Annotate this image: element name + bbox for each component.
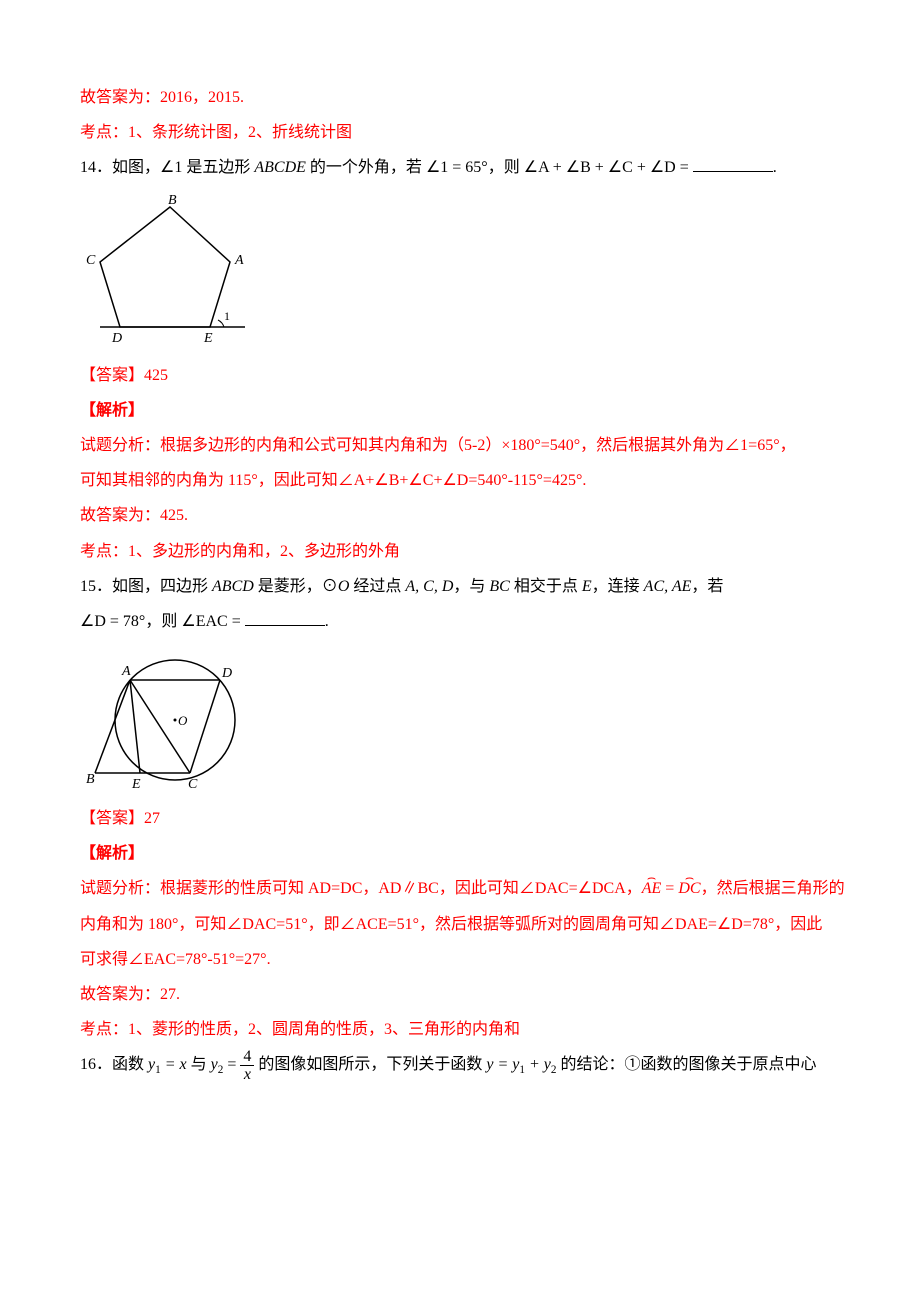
ana15-a: 试题分析：根据菱形的性质可知 AD=DC，AD∥BC，因此可知∠DAC=∠DCA… [80,871,860,906]
ana15-a-post: ，然后根据三角形的 [701,880,845,897]
q16-den: x [240,1066,254,1084]
q14-t2: 的一个外角，若 [306,159,426,176]
ana14-a: 试题分析：根据多边形的内角和公式可知其内角和为（5-2）×180°=540°，然… [80,428,860,463]
q14-abcde: ABCDE [254,159,306,176]
fig1-A: A [234,253,244,268]
fig2-D: D [221,666,232,681]
arc-dc: ⌢DC [678,871,700,906]
ana15-c: 可求得∠EAC=78°-51°=27°. [80,942,860,977]
ans14: 【答案】425 [80,358,860,393]
q15-eac: ∠EAC = [181,613,240,630]
q16-prefix: 16．函数 [80,1056,148,1073]
pentagon-figure: B A C D E 1 [80,192,250,352]
fig1-B: B [168,193,177,208]
q15-acae: AC, AE [644,578,692,595]
q14-eq2: ∠A + ∠B + ∠C + ∠D = [524,159,689,176]
jiexi14: 【解析】 [80,393,860,428]
prev-kaodian-line: 考点：1、条形统计图，2、折线统计图 [80,115,860,150]
q14-angle1: ∠1 [160,159,182,176]
prev-answer-line: 故答案为：2016，2015. [80,80,860,115]
ans14-val: 425 [144,367,168,384]
q16-plus: + y [525,1056,551,1073]
q15-line2: ∠D = 78°，则 ∠EAC = . [80,604,860,639]
ans15-final: 故答案为：27. [80,977,860,1012]
q15-line1: 15．如图，四边形 ABCD 是菱形，⊙O 经过点 A, C, D，与 BC 相… [80,569,860,604]
fig1-D: D [111,331,122,346]
ans14-label: 【答案】 [80,367,144,384]
q15-t2: 经过点 [349,578,405,595]
q16-t: 的结论：①函数的图像关于原点中心 [556,1056,816,1073]
q15-l2b: ，则 [145,613,181,630]
circle-rhombus-figure: A D B C E O [80,645,250,795]
fig1-C: C [86,253,96,268]
q14-t1: 是五边形 [182,159,254,176]
q16-eqx: = x [161,1056,187,1073]
ans15: 【答案】27 [80,801,860,836]
q15-t5: ，连接 [592,578,644,595]
q16-y2: y [211,1056,218,1073]
ans15-label: 【答案】 [80,810,144,827]
q15-d78: ∠D = 78° [80,613,145,630]
q15-abcd: ABCD [212,578,254,595]
fig2-E: E [131,777,141,792]
q15-t6: ，若 [691,578,723,595]
q14-text: 14．如图，∠1 是五边形 ABCDE 的一个外角，若 ∠1 = 65°，则 ∠… [80,150,860,185]
q16-num: 4 [240,1048,254,1067]
q14-eq1: ∠1 = 65° [426,159,488,176]
q15-e: E [582,578,592,595]
ana15-a-pre: 试题分析：根据菱形的性质可知 AD=DC，AD∥BC，因此可知∠DAC=∠DCA… [80,880,642,897]
kp15: 考点：1、菱形的性质，2、圆周角的性质，3、三角形的内角和 [80,1012,860,1047]
q16-eq: = [223,1056,240,1073]
ans14-final: 故答案为：425. [80,498,860,533]
ana15-b: 内角和为 180°，可知∠DAC=51°，即∠ACE=51°，然后根据等弧所对的… [80,907,860,942]
q16-ysum: y = y [486,1056,519,1073]
fig2-B: B [86,772,95,787]
q14-prefix: 14．如图， [80,159,160,176]
fig2-A: A [121,664,131,679]
q14-blank [693,155,773,172]
q15-acd: A, C, D [405,578,453,595]
fig2-O: O [178,713,188,728]
fig1-1: 1 [224,309,230,323]
q15-t1: 是菱形，⊙ [254,578,338,595]
q15-o: O [338,578,350,595]
kp14: 考点：1、多边形的内角和，2、多边形的外角 [80,534,860,569]
ana14-b: 可知其相邻的内角为 115°，因此可知∠A+∠B+∠C+∠D=540°-115°… [80,463,860,498]
q15-bc: BC [489,578,509,595]
q16-frac: 4x [240,1048,254,1084]
fig2-C: C [188,777,198,792]
q15-t4: 相交于点 [510,578,582,595]
q15-prefix: 15．如图，四边形 [80,578,212,595]
q16-text: 16．函数 y1 = x 与 y2 = 4x 的图像如图所示，下列关于函数 y … [80,1047,860,1083]
q15-t3: ，与 [453,578,489,595]
fig1-E: E [203,331,213,346]
q16-and: 与 [187,1056,211,1073]
jiexi15: 【解析】 [80,836,860,871]
q15-l2d: . [325,613,329,630]
q14-suffix: . [773,159,777,176]
ans15-val: 27 [144,810,160,827]
q15-blank [245,609,325,626]
q16-mid: 的图像如图所示，下列关于函数 [254,1056,486,1073]
q14-t3: ，则 [488,159,524,176]
ana15-eq: = [661,880,678,897]
arc-ae: ⌢AE [642,871,662,906]
